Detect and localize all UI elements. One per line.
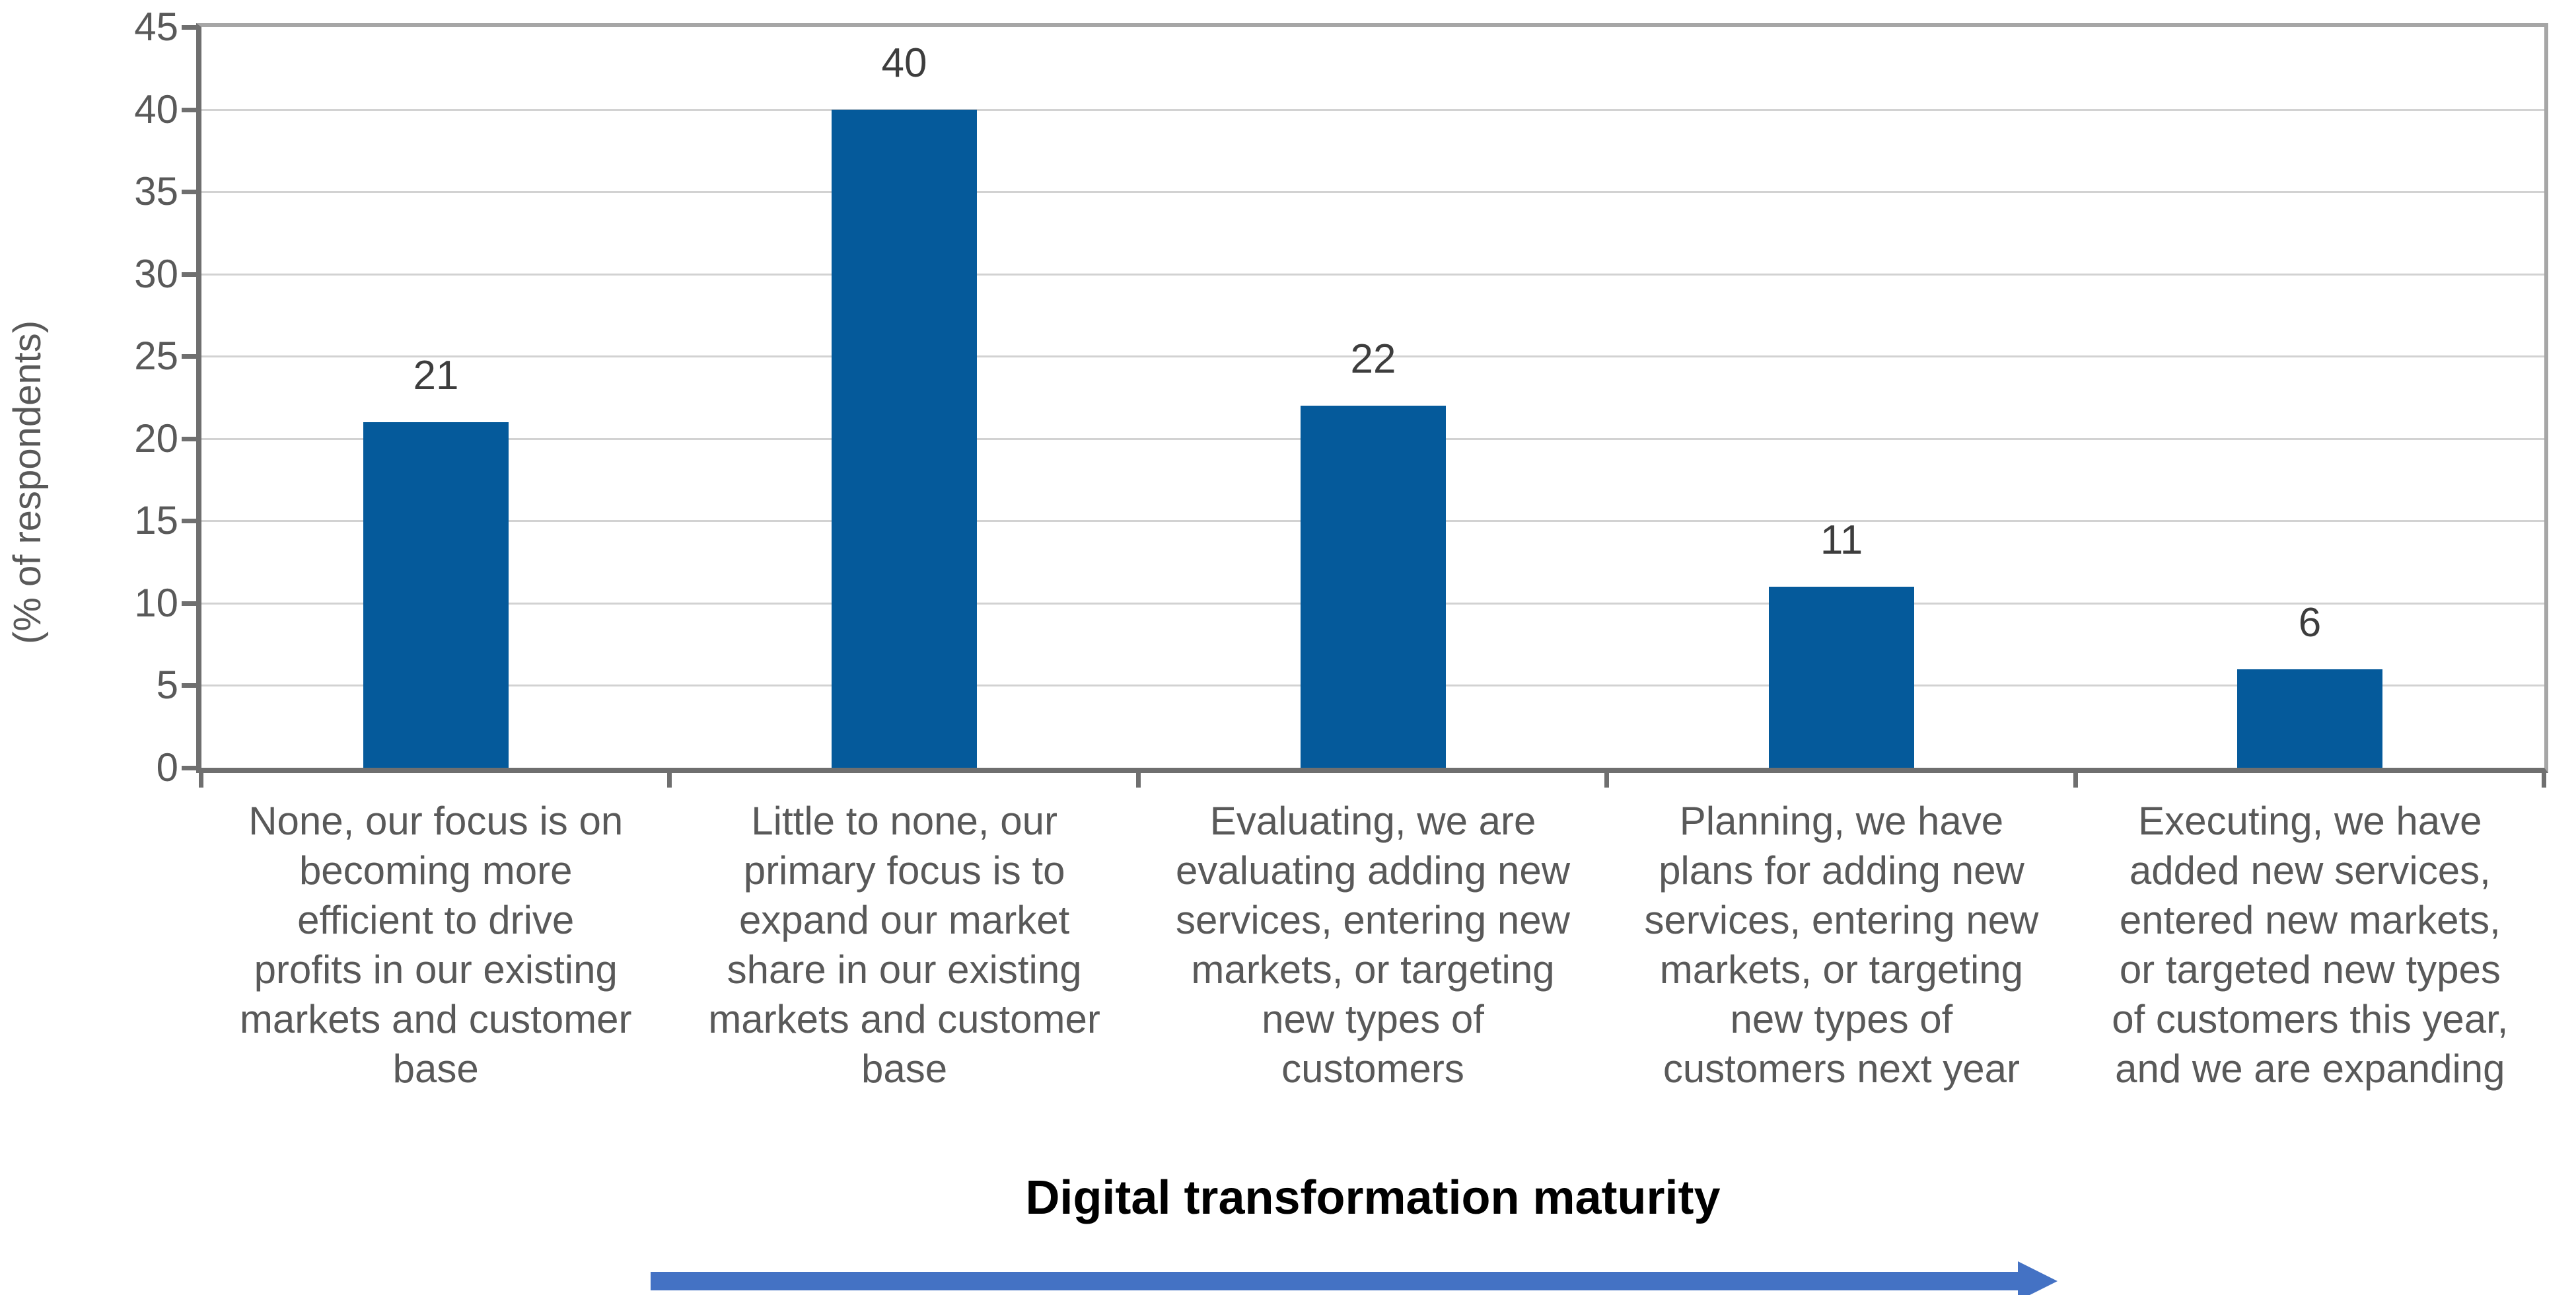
- x-tick-mark: [1136, 773, 1141, 788]
- bar: [1301, 406, 1446, 768]
- y-tick-label: 25: [134, 334, 178, 378]
- y-tick-mark: [182, 601, 196, 606]
- y-tick-label: 10: [134, 581, 178, 625]
- y-tick-label: 45: [134, 5, 178, 49]
- category-label: Executing, we have added new services, e…: [2112, 799, 2509, 1091]
- y-tick-label: 20: [134, 416, 178, 461]
- bar-value-label: 21: [413, 353, 459, 398]
- category-label: Planning, we have plans for adding new s…: [1644, 799, 2039, 1091]
- gridline: [201, 191, 2544, 194]
- y-tick-mark: [182, 272, 196, 277]
- bar-value-label: 22: [1350, 336, 1396, 382]
- maturity-caption: Digital transformation maturity: [1025, 1171, 1721, 1224]
- category-axis-labels: None, our focus is on becoming more effi…: [201, 796, 2544, 1093]
- x-tick-mark: [199, 773, 203, 788]
- y-tick-label: 40: [134, 87, 178, 131]
- arrow-shape: [651, 1261, 2057, 1295]
- bar-value-label: 6: [2298, 600, 2322, 646]
- gridline: [201, 108, 2544, 111]
- bar: [1769, 587, 1914, 768]
- y-tick-label: 15: [134, 498, 178, 542]
- bar: [832, 110, 977, 768]
- y-tick-label: 35: [134, 169, 178, 213]
- x-tick-mark: [2073, 773, 2078, 788]
- y-axis-title: (% of respondents): [6, 320, 49, 645]
- y-tick-label: 5: [156, 663, 178, 707]
- gridline: [201, 355, 2544, 358]
- y-tick-mark: [182, 766, 196, 770]
- bar-value-label: 11: [1820, 517, 1863, 563]
- maturity-arrow-icon: [651, 1261, 2057, 1295]
- y-tick-mark: [182, 437, 196, 441]
- y-tick-label: 30: [134, 252, 178, 296]
- plot-area: 21 40 22 11 6: [196, 23, 2548, 773]
- y-tick-mark: [182, 190, 196, 194]
- y-tick-mark: [182, 354, 196, 359]
- y-tick-mark: [182, 108, 196, 112]
- y-tick-mark: [182, 683, 196, 688]
- x-tick-mark: [2542, 773, 2546, 788]
- gridline: [201, 273, 2544, 276]
- category-label: Evaluating, we are evaluating adding new…: [1175, 799, 1571, 1091]
- bar-value-label: 40: [881, 40, 927, 86]
- bar: [2237, 669, 2382, 768]
- category-label: None, our focus is on becoming more effi…: [239, 799, 632, 1091]
- x-tick-mark: [1604, 773, 1609, 788]
- y-tick-mark: [182, 519, 196, 523]
- bar: [363, 422, 509, 768]
- y-tick-label: 0: [156, 745, 178, 790]
- x-tick-mark: [667, 773, 672, 788]
- y-tick-mark: [182, 25, 196, 30]
- category-label: Little to none, our primary focus is to …: [708, 799, 1100, 1091]
